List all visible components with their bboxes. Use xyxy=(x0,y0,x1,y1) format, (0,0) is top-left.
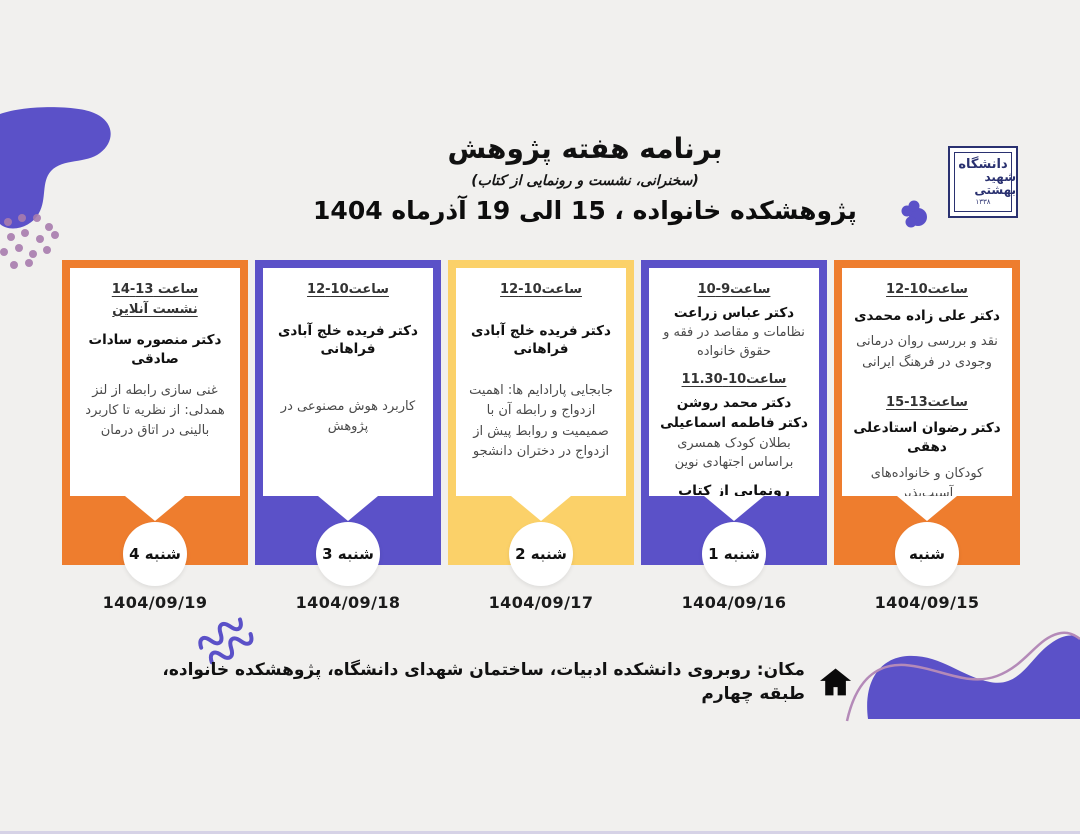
card-content: ساعت 13-14 نشست آنلاین دکتر منصوره سادات… xyxy=(70,268,240,496)
session-topic: غنی سازی رابطه از لنز همدلی: از نظریه تا… xyxy=(85,382,225,439)
logo-year: ۱۳۳۸ xyxy=(975,198,991,207)
session: ساعت9-10 دکتر عباس زراعت نظامات و مقاصد … xyxy=(656,280,812,362)
card-content: ساعت10-12 دکتر فریده خلج آبادی فراهانی ج… xyxy=(456,268,626,496)
wave-line xyxy=(845,631,1080,722)
session: ساعت10-11.30 دکتر محمد روشن دکتر فاطمه ا… xyxy=(656,370,812,473)
bottom-edge-line xyxy=(0,831,1080,834)
session-time: ساعت10-12 xyxy=(886,282,968,297)
speaker-name: دکتر فاطمه اسماعیلی xyxy=(660,415,808,432)
day-badge: 2 شنبه xyxy=(509,522,573,586)
card-content: ساعت10-12 دکتر فریده خلج آبادی فراهانی ک… xyxy=(263,268,433,496)
card-notch xyxy=(318,496,378,521)
card-tuesday: ساعت10-12 دکتر فریده خلج آبادی فراهانی ک… xyxy=(255,260,441,586)
card-column-monday: ساعت10-12 دکتر فریده خلج آبادی فراهانی ج… xyxy=(448,260,634,612)
session-time: ساعت 13-14 xyxy=(111,282,199,297)
card-content: ساعت10-12 دکتر علی زاده محمدی نقد و بررس… xyxy=(842,268,1012,496)
date-label: 1404/09/16 xyxy=(681,593,787,612)
session: ساعت10-12 دکتر فریده خلج آبادی فراهانی ج… xyxy=(463,280,619,462)
date-label: 1404/09/19 xyxy=(102,593,208,612)
card-column-wednesday: ساعت 13-14 نشست آنلاین دکتر منصوره سادات… xyxy=(62,260,248,612)
speaker-name: دکتر منصوره سادات صادقی xyxy=(88,332,222,367)
card-saturday: ساعت10-12 دکتر علی زاده محمدی نقد و بررس… xyxy=(834,260,1020,586)
hand-icon xyxy=(901,200,927,228)
day-badge: شنبه xyxy=(895,522,959,586)
date-label: 1404/09/15 xyxy=(874,593,980,612)
speaker-name: دکتر محمد روشن xyxy=(676,394,792,411)
card-notch xyxy=(704,496,764,521)
card-notch xyxy=(511,496,571,521)
bottom-right-blob xyxy=(845,631,1080,722)
location-text: مکان: روبروی دانشکده ادبیات، ساختمان شهد… xyxy=(162,660,805,704)
card-column-tuesday: ساعت10-12 دکتر فریده خلج آبادی فراهانی ک… xyxy=(255,260,441,612)
card-wednesday: ساعت 13-14 نشست آنلاین دکتر منصوره سادات… xyxy=(62,260,248,586)
card-column-sunday: ساعت9-10 دکتر عباس زراعت نظامات و مقاصد … xyxy=(641,260,827,612)
day-badge: 1 شنبه xyxy=(702,522,766,586)
session-time: ساعت13-15 xyxy=(886,394,968,410)
speaker-name: دکتر عباس زراعت xyxy=(673,304,795,321)
date-label: 1404/09/18 xyxy=(295,593,401,612)
session-time: نشست آنلاین xyxy=(112,301,198,317)
speaker-name: دکتر فریده خلج آبادی فراهانی xyxy=(278,322,418,358)
session-time: ساعت10-12 xyxy=(500,282,582,297)
book-unveiling-note: رونمایی از کتاب xyxy=(678,483,790,496)
card-content: ساعت9-10 دکتر عباس زراعت نظامات و مقاصد … xyxy=(649,268,819,496)
squiggle-lines xyxy=(198,617,254,665)
page-title: برنامه هفته پژوهش xyxy=(447,132,723,165)
schedule-cards: ساعت10-12 دکتر علی زاده محمدی نقد و بررس… xyxy=(62,260,1020,612)
session-topic: بطلان کودک همسری براساس اجتهادی نوین xyxy=(674,436,794,471)
session: ساعت 13-14 نشست آنلاین دکتر منصوره سادات… xyxy=(77,280,233,441)
card-monday: ساعت10-12 دکتر فریده خلج آبادی فراهانی ج… xyxy=(448,260,634,586)
logo-line1: دانشگاه xyxy=(958,156,1008,172)
speaker-name: دکتر فریده خلج آبادی فراهانی xyxy=(471,322,611,358)
session-topic: نظامات و مقاصد در فقه و حقوق خانواده xyxy=(663,325,805,360)
session-time: ساعت9-10 xyxy=(697,282,771,297)
card-notch xyxy=(125,496,185,521)
session: ساعت10-12 دکتر فریده خلج آبادی فراهانی ک… xyxy=(270,280,426,438)
university-logo: دانشگاه شهید بهشتی ۱۳۳۸ xyxy=(948,146,1018,218)
day-badge: 4 شنبه xyxy=(123,522,187,586)
footer: مکان: روبروی دانشکده ادبیات، ساختمان شهد… xyxy=(150,659,852,707)
card-sunday: ساعت9-10 دکتر عباس زراعت نظامات و مقاصد … xyxy=(641,260,827,586)
speaker-name: دکتر علی زاده محمدی xyxy=(854,307,1000,324)
speaker-name: دکتر رضوان استادعلی دهقی xyxy=(853,420,1001,456)
date-label: 1404/09/17 xyxy=(488,593,594,612)
header: برنامه هفته پژوهش (سخنرانی، نشست و رونما… xyxy=(90,132,1080,225)
top-left-blob-shape xyxy=(0,107,111,269)
session-topic: کاربرد هوش مصنوعی در پژوهش xyxy=(280,399,416,435)
session: ساعت13-15 دکتر رضوان استادعلی دهقی کودکا… xyxy=(849,393,1005,496)
logo-line2: شهید بهشتی xyxy=(974,170,1016,197)
session: ساعت10-12 دکتر علی زاده محمدی نقد و بررس… xyxy=(849,280,1005,373)
page-subtitle: (سخنرانی، نشست و رونمایی از کتاب) xyxy=(471,173,699,189)
page-daterange: پژوهشکده خانواده ، 15 الی 19 آذرماه 1404 xyxy=(313,196,857,225)
day-badge: 3 شنبه xyxy=(316,522,380,586)
session-time: ساعت10-11.30 xyxy=(681,372,787,388)
session-topic: نقد و بررسی روان درمانی وجودی در فرهنگ ا… xyxy=(856,334,998,370)
session-topic: کودکان و خانواده‌های آسیب‌پذیر xyxy=(870,465,984,496)
dots-pattern xyxy=(0,214,59,269)
home-icon xyxy=(819,668,851,696)
session-topic: جابجایی پارادایم ها: اهمیت ازدواج و رابط… xyxy=(469,383,613,459)
session-time: ساعت10-12 xyxy=(307,282,389,297)
card-column-saturday: ساعت10-12 دکتر علی زاده محمدی نقد و بررس… xyxy=(834,260,1020,612)
card-notch xyxy=(897,496,957,521)
